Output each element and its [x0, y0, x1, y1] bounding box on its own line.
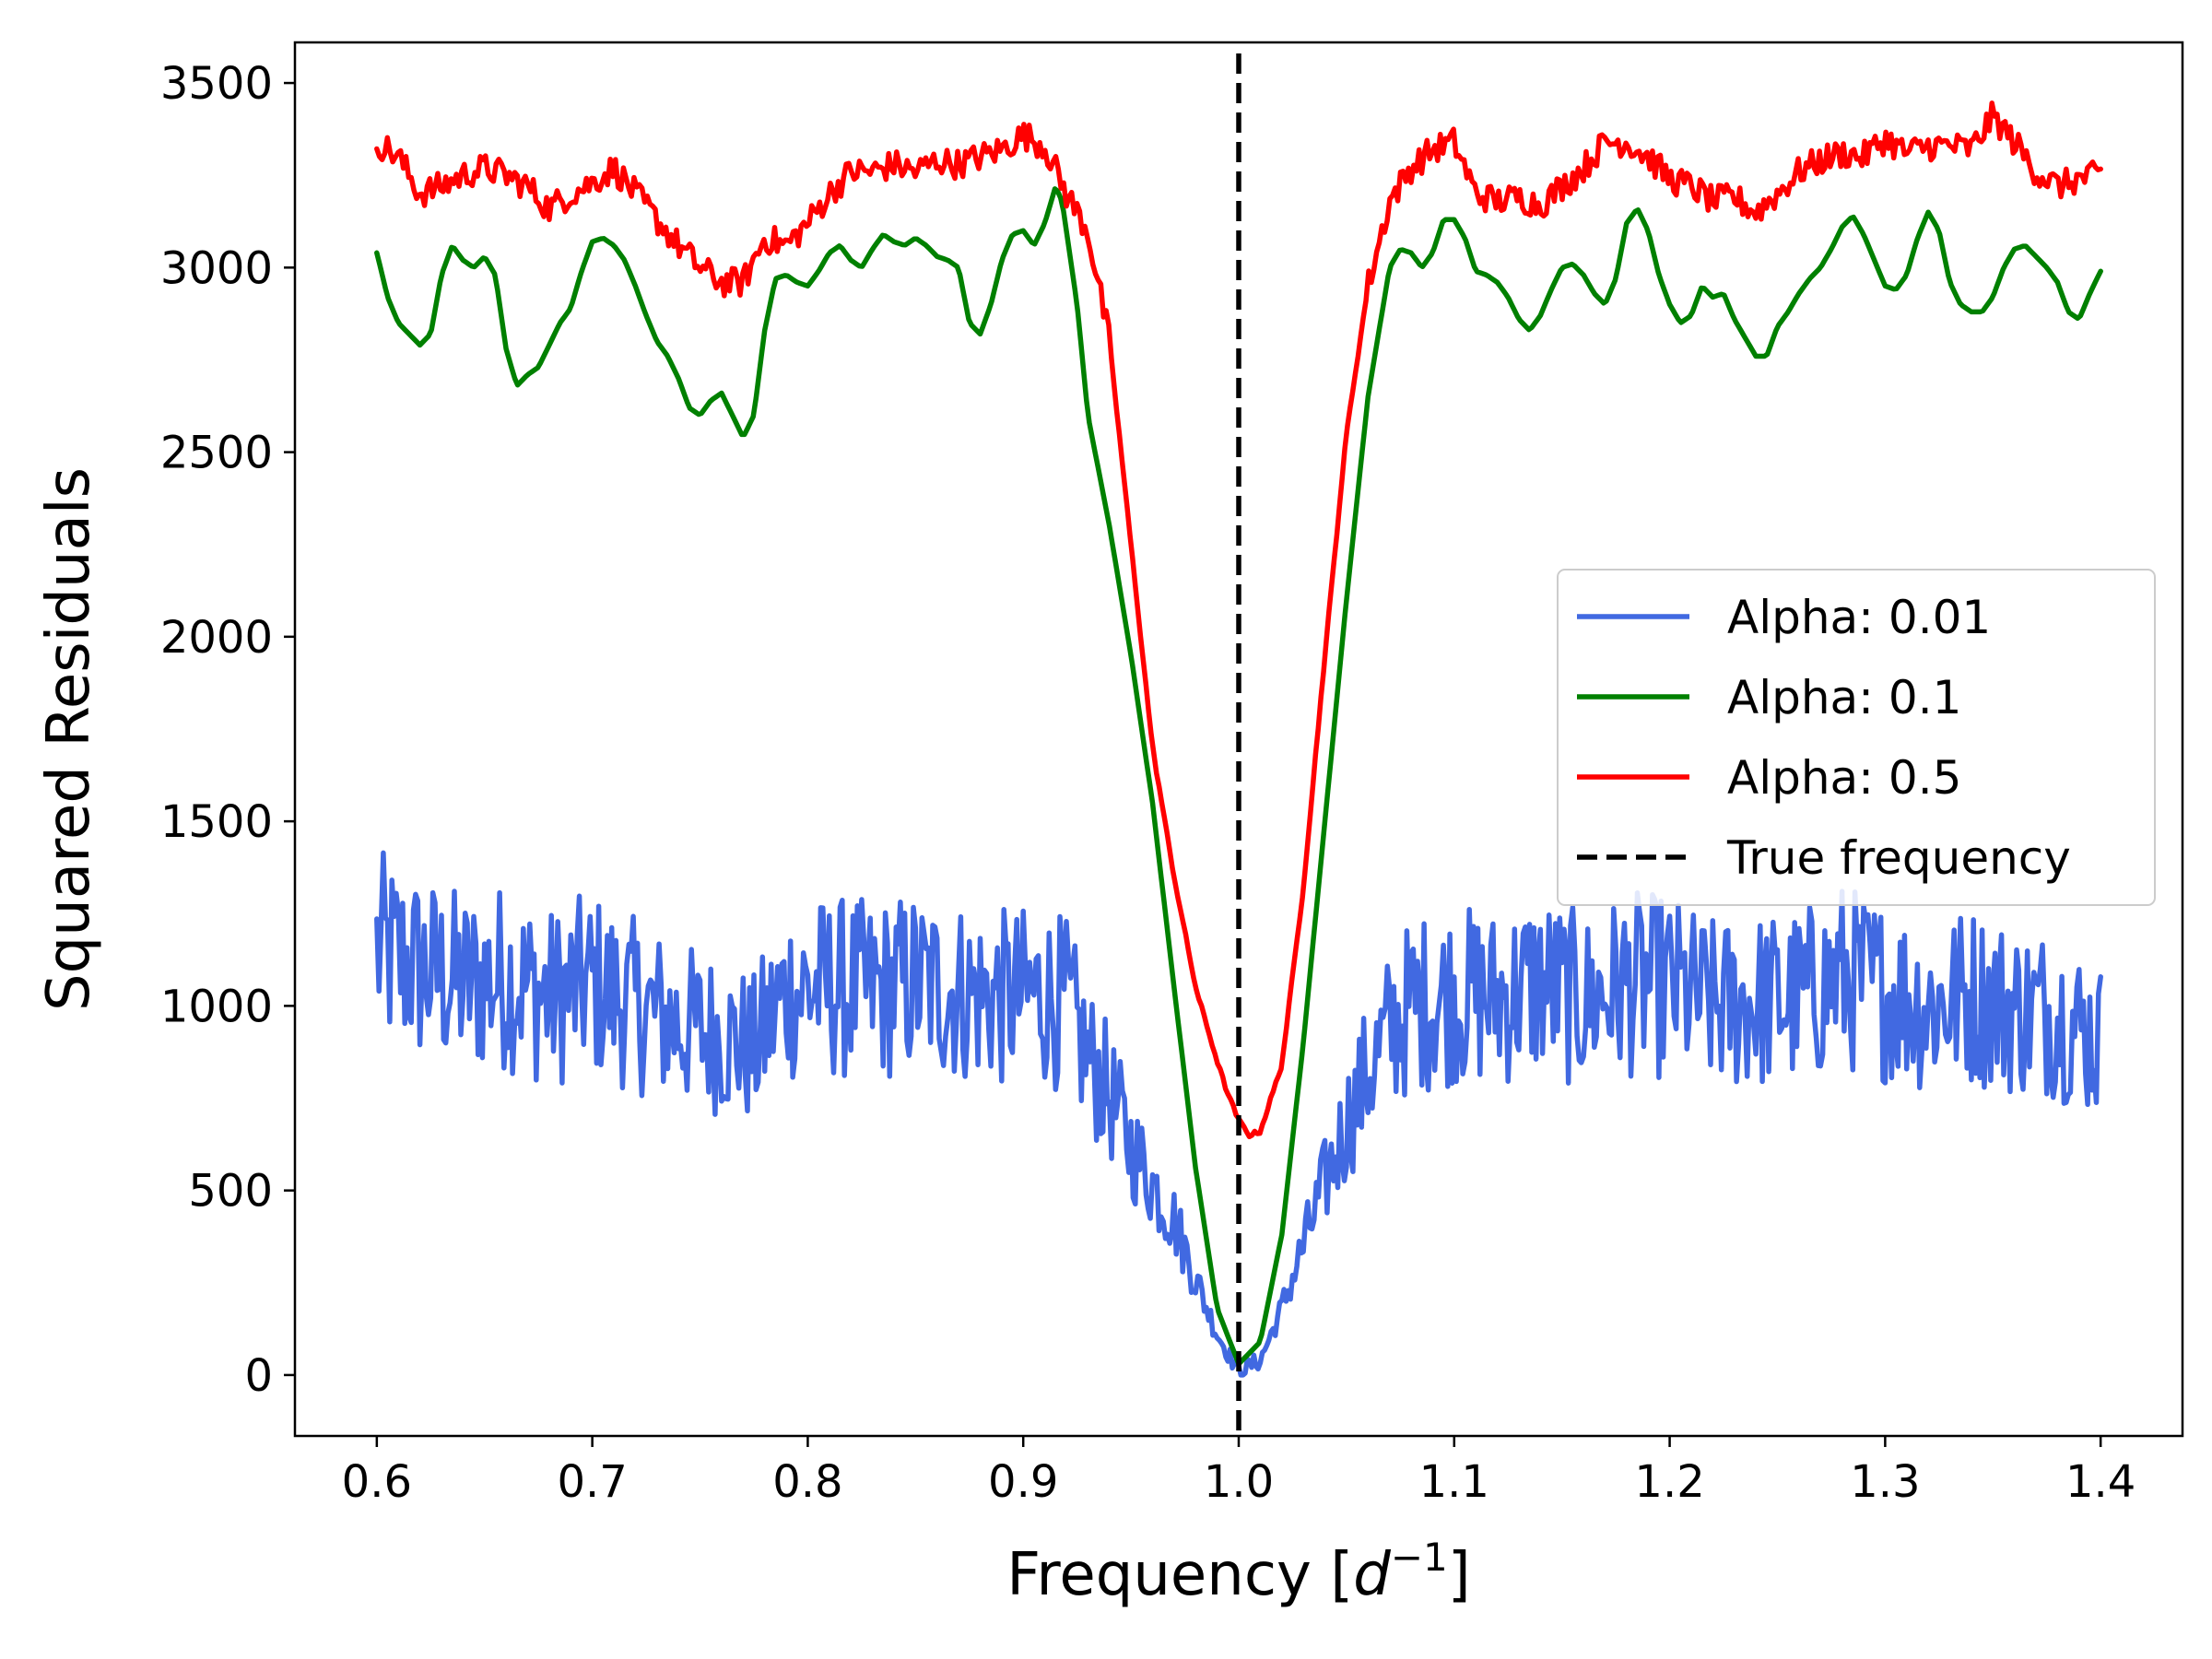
y-tick-label: 3500: [160, 58, 273, 110]
y-tick-label: 2500: [160, 428, 273, 479]
x-tick-label: 0.6: [342, 1456, 412, 1508]
x-tick-label: 1.2: [1634, 1456, 1704, 1508]
y-tick-label: 2000: [160, 612, 273, 664]
y-tick-label: 1500: [160, 796, 273, 848]
y-tick-label: 3000: [160, 242, 273, 294]
y-tick-label: 500: [188, 1166, 273, 1218]
y-axis-label: Squared Residuals: [35, 467, 103, 1011]
x-tick-label: 0.9: [988, 1456, 1058, 1508]
x-tick-label: 0.7: [557, 1456, 627, 1508]
legend-label: True frequency: [1726, 831, 2071, 885]
x-axis-unit-close: ]: [1448, 1541, 1471, 1609]
x-axis-label-text: Frequency: [1006, 1541, 1312, 1609]
legend: Alpha: 0.01 Alpha: 0.1 Alpha: 0.5 True freq…: [1557, 569, 2156, 906]
legend-label: Alpha: 0.5: [1727, 751, 1961, 805]
x-tick-label: 0.8: [772, 1456, 842, 1508]
y-axis-ticks: 0 500 1000 1500 2000 2500 3000 3500: [160, 58, 295, 1402]
x-tick-label: 1.4: [2065, 1456, 2136, 1508]
legend-label: Alpha: 0.01: [1727, 591, 1991, 644]
x-tick-label: 1.1: [1419, 1456, 1489, 1508]
x-axis-unit-base: d: [1353, 1541, 1391, 1609]
x-axis-unit-exponent: −1: [1391, 1535, 1448, 1580]
y-tick-label: 1000: [160, 981, 273, 1032]
x-tick-label: 1.3: [1850, 1456, 1920, 1508]
legend-frame: [1557, 569, 2156, 906]
x-axis-label: Frequency [d−1]: [1006, 1535, 1470, 1609]
x-axis-ticks: 0.6 0.7 0.8 0.9 1.0 1.1 1.2 1.3 1.4: [342, 1436, 2136, 1508]
y-tick-label: 0: [244, 1350, 273, 1402]
x-tick-label: 1.0: [1204, 1456, 1274, 1508]
legend-label: Alpha: 0.1: [1727, 671, 1961, 724]
